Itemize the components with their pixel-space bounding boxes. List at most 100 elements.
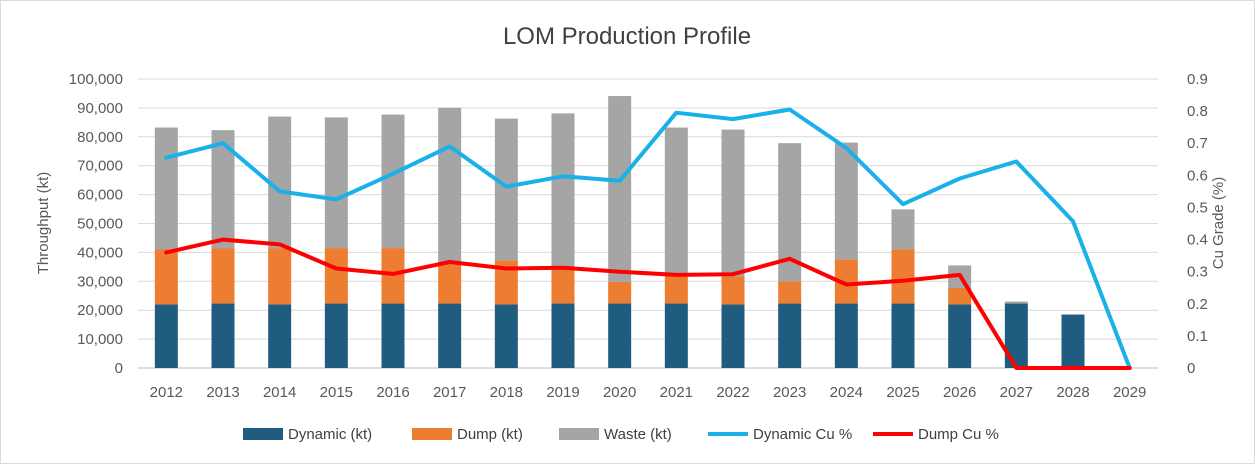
bar	[778, 281, 802, 304]
legend-item: Dynamic Cu %	[708, 426, 852, 443]
x-tick-label: 2029	[1113, 384, 1146, 401]
bar	[608, 303, 632, 368]
y-tick-label: 80,000	[77, 129, 123, 146]
bar	[438, 303, 462, 368]
bar	[494, 304, 518, 368]
bar	[438, 107, 462, 264]
bar	[664, 303, 688, 368]
bar	[721, 276, 745, 305]
bar	[324, 303, 348, 368]
x-tick-label: 2019	[546, 384, 579, 401]
bar	[324, 117, 348, 249]
x-tick-label: 2018	[490, 384, 523, 401]
x-tick-label: 2012	[150, 384, 183, 401]
y2-tick-label: 0.3	[1187, 264, 1208, 281]
legend-label: Dynamic Cu %	[753, 426, 852, 443]
y-tick-label: 90,000	[77, 100, 123, 117]
y-tick-label: 10,000	[77, 331, 123, 348]
y2-tick-label: 0.6	[1187, 167, 1208, 184]
legend-label: Dynamic (kt)	[288, 426, 372, 443]
bar	[268, 304, 292, 368]
x-tick-label: 2015	[320, 384, 353, 401]
bar	[551, 113, 575, 266]
series-line	[164, 107, 1132, 370]
chart-title: LOM Production Profile	[503, 23, 751, 50]
y-axis-title: Throughput (kt)	[35, 172, 52, 275]
y-tick-label: 100,000	[69, 71, 123, 88]
legend-item: Dump (kt)	[412, 426, 523, 443]
x-tick-label: 2027	[1000, 384, 1033, 401]
bar	[891, 249, 915, 304]
bar	[721, 129, 745, 277]
bar	[154, 304, 178, 368]
bar	[664, 127, 688, 276]
y2-axis-title: Cu Grade (%)	[1210, 177, 1227, 270]
y2-tick-label: 0.8	[1187, 103, 1208, 120]
legend-item: Dump Cu %	[873, 426, 999, 443]
y-tick-label: 60,000	[77, 187, 123, 204]
bar	[381, 114, 405, 249]
bar	[778, 303, 802, 368]
bar	[1004, 303, 1028, 368]
bar-series-group	[154, 96, 1028, 304]
bar	[381, 303, 405, 368]
legend-label: Waste (kt)	[604, 426, 672, 443]
bar	[834, 259, 858, 304]
bar	[154, 127, 178, 250]
bar-series-group	[154, 303, 1085, 368]
x-tick-label: 2026	[943, 384, 976, 401]
legend-item: Waste (kt)	[559, 426, 672, 443]
y-tick-label: 40,000	[77, 244, 123, 261]
legend-swatch	[243, 428, 283, 440]
x-tick-label: 2014	[263, 384, 296, 401]
bar	[211, 130, 235, 249]
x-tick-label: 2024	[830, 384, 863, 401]
y-tick-label: 30,000	[77, 273, 123, 290]
bar	[1061, 314, 1085, 368]
bar	[211, 303, 235, 368]
bar	[438, 263, 462, 304]
bar	[551, 303, 575, 368]
legend-item: Dynamic (kt)	[243, 426, 372, 443]
bar	[154, 249, 178, 305]
bar	[268, 248, 292, 305]
x-tick-label: 2016	[376, 384, 409, 401]
bar	[268, 116, 292, 249]
legend: Dynamic (kt) Dump (kt) Waste (kt) Dynamic C…	[243, 426, 999, 443]
x-tick-label: 2013	[206, 384, 239, 401]
legend-label: Dump (kt)	[457, 426, 523, 443]
bar	[664, 275, 688, 304]
x-tick-label: 2023	[773, 384, 806, 401]
y-tick-label: 70,000	[77, 158, 123, 175]
y-axis-left: 0 10,000 20,000 30,000 40,000 50,000 60,000 70,…	[69, 71, 123, 377]
y2-tick-label: 0.5	[1187, 199, 1208, 216]
y-tick-label: 0	[115, 360, 123, 377]
bar	[1004, 301, 1028, 304]
x-tick-label: 2022	[716, 384, 749, 401]
bar	[891, 209, 915, 250]
bar	[551, 265, 575, 304]
x-tick-label: 2028	[1056, 384, 1089, 401]
bar-series-group	[154, 248, 972, 305]
y2-tick-label: 0.2	[1187, 296, 1208, 313]
bar-series	[154, 96, 1085, 368]
x-axis: 2012 2013 2014 2015 2016 2017 2018 2019 2020 2021…	[150, 384, 1147, 401]
bar	[211, 248, 235, 304]
legend-label: Dump Cu %	[918, 426, 999, 443]
y-axis-right: 0 0.1 0.2 0.3 0.4 0.5 0.6 0.7 0.8 0.9	[1187, 71, 1208, 377]
y2-tick-label: 0.7	[1187, 135, 1208, 152]
y2-tick-label: 0	[1187, 360, 1195, 377]
line-series	[164, 107, 1132, 370]
series-line	[164, 237, 1132, 370]
x-tick-label: 2020	[603, 384, 636, 401]
bar	[721, 304, 745, 368]
legend-swatch	[412, 428, 452, 440]
bar	[608, 281, 632, 304]
bar	[834, 303, 858, 368]
y2-tick-label: 0.4	[1187, 232, 1208, 249]
bar	[778, 143, 802, 282]
bar	[608, 96, 632, 282]
y-tick-label: 50,000	[77, 216, 123, 233]
y2-tick-label: 0.9	[1187, 71, 1208, 88]
